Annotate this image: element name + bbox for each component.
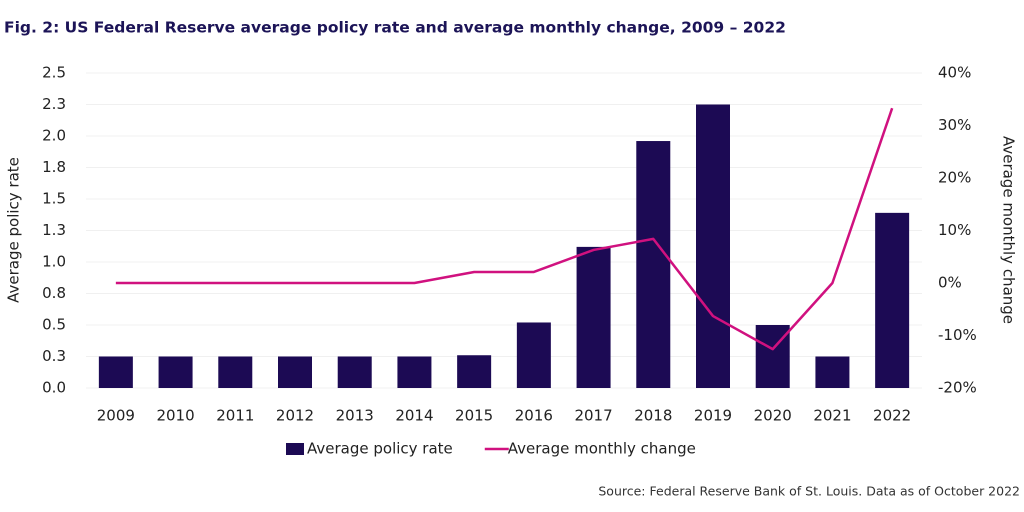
x-tick-label: 2018 xyxy=(634,407,672,425)
x-tick-label: 2009 xyxy=(97,407,135,425)
bar xyxy=(98,356,133,388)
x-tick-label: 2010 xyxy=(156,407,194,425)
bar xyxy=(815,356,850,388)
x-tick-label: 2021 xyxy=(813,407,851,425)
y2-tick-label: 10% xyxy=(938,221,971,239)
y-axis-label: Average policy rate xyxy=(5,157,23,303)
bar xyxy=(397,356,432,388)
legend-swatch xyxy=(286,443,304,455)
x-tick-label: 2012 xyxy=(276,407,314,425)
y-tick-label: 2.0 xyxy=(42,127,66,145)
bar xyxy=(337,356,372,388)
bar xyxy=(696,104,730,388)
x-tick-label: 2014 xyxy=(395,407,433,425)
x-tick-label: 2016 xyxy=(515,407,553,425)
x-tick-label: 2013 xyxy=(336,407,374,425)
bar xyxy=(636,141,671,388)
y-tick-label: 2.5 xyxy=(42,64,66,82)
bar xyxy=(457,355,492,388)
bar xyxy=(516,322,551,388)
bar xyxy=(875,212,910,388)
y-tick-label: 0.8 xyxy=(42,284,66,302)
y-tick-label: 1.5 xyxy=(42,190,66,208)
legend-label: Average monthly change xyxy=(508,440,696,458)
x-tick-label: 2022 xyxy=(873,407,911,425)
y2-tick-label: -20% xyxy=(938,379,977,397)
y2-axis-label: Average monthly change xyxy=(1000,136,1018,324)
x-tick-label: 2017 xyxy=(574,407,612,425)
x-tick-label: 2015 xyxy=(455,407,493,425)
legend-label: Average policy rate xyxy=(307,440,453,458)
x-tick-label: 2020 xyxy=(754,407,792,425)
chart-title: Fig. 2: US Federal Reserve average polic… xyxy=(4,19,786,37)
x-tick-label: 2011 xyxy=(216,407,254,425)
y2-tick-label: 40% xyxy=(938,64,971,82)
line xyxy=(115,107,894,351)
y-tick-label: 1.3 xyxy=(42,221,66,239)
bar xyxy=(158,356,193,388)
y-tick-label: 0.0 xyxy=(42,379,66,397)
y2-tick-label: 0% xyxy=(938,274,962,292)
y-tick-label: 2.3 xyxy=(42,95,66,113)
y2-tick-label: -10% xyxy=(938,326,977,344)
y2-tick-label: 30% xyxy=(938,116,971,134)
y-tick-label: 1.0 xyxy=(42,253,66,271)
y-tick-label: 0.3 xyxy=(42,347,66,365)
y2-tick-label: 20% xyxy=(938,169,971,187)
bar xyxy=(576,246,611,388)
bar xyxy=(218,356,253,388)
source-note: Source: Federal Reserve Bank of St. Loui… xyxy=(598,484,1020,499)
y-tick-label: 0.5 xyxy=(42,316,66,334)
y-tick-label: 1.8 xyxy=(42,158,66,176)
bar xyxy=(278,356,312,388)
x-tick-label: 2019 xyxy=(694,407,732,425)
